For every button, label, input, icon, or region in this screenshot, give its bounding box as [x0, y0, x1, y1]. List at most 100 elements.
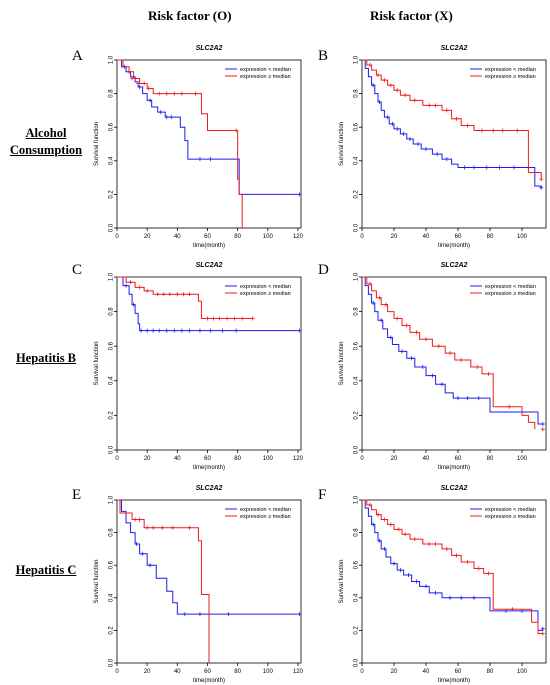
- row-header-line: Hepatitis B: [15, 351, 77, 365]
- y-tick-label: 0.4: [109, 156, 115, 165]
- x-tick-label: 60: [204, 456, 211, 462]
- x-axis-label: time(month): [438, 678, 470, 684]
- x-tick-label: 60: [204, 234, 211, 240]
- censor-mark-low: [390, 121, 395, 126]
- x-tick-label: 60: [204, 669, 211, 675]
- censor-mark-low: [148, 563, 153, 568]
- x-tick-label: 100: [517, 456, 528, 462]
- censor-mark-high: [164, 91, 169, 96]
- x-tick-label: 20: [391, 669, 398, 675]
- y-tick-label: 0.0: [354, 658, 360, 667]
- y-tick-label: 0.2: [354, 626, 360, 635]
- chart-title: SLC2A2: [196, 45, 223, 52]
- y-tick-label: 0.2: [109, 190, 115, 199]
- censor-mark-high: [480, 128, 484, 133]
- x-tick-label: 0: [360, 456, 364, 462]
- y-tick-label: 0.0: [354, 223, 360, 232]
- y-tick-label: 0.8: [109, 528, 115, 537]
- censor-mark-high: [175, 292, 180, 297]
- censor-mark-high: [388, 83, 393, 88]
- censor-mark-low: [459, 595, 464, 600]
- censor-mark-high: [170, 525, 175, 530]
- censor-mark-high: [414, 330, 419, 335]
- survival-curve-high: [117, 59, 243, 228]
- y-tick-label: 1.0: [354, 272, 360, 281]
- censor-mark-high: [403, 93, 408, 98]
- y-axis-label: Survival function: [94, 559, 100, 603]
- survival-curve-low: [362, 499, 544, 631]
- legend-label-low: expression < median: [485, 67, 536, 73]
- censor-mark-high: [133, 517, 138, 522]
- legend-box: [468, 281, 544, 298]
- y-tick-label: 0.8: [354, 89, 360, 98]
- censor-mark-high: [382, 78, 387, 83]
- censor-mark-low: [179, 328, 184, 333]
- legend-label-high: expression ≥ median: [240, 291, 291, 297]
- x-tick-label: 100: [263, 669, 274, 675]
- censor-mark-high: [368, 63, 372, 68]
- censor-mark-high: [540, 427, 545, 432]
- censor-mark-low: [440, 382, 444, 387]
- censor-mark-high: [465, 559, 470, 564]
- row-header-hepatitis-b: Hepatitis B: [0, 350, 92, 367]
- censor-mark-high: [459, 358, 464, 363]
- censor-mark-low: [131, 302, 136, 307]
- censor-mark-high: [136, 81, 141, 86]
- censor-mark-high: [211, 316, 216, 321]
- censor-mark-high: [128, 280, 133, 285]
- censor-mark-low: [408, 136, 412, 141]
- censor-mark-low: [444, 157, 449, 162]
- censor-mark-low: [512, 165, 516, 170]
- censor-mark-low: [377, 538, 382, 543]
- censor-mark-low: [169, 115, 174, 120]
- censor-mark-low: [416, 142, 420, 146]
- panel-letter-e: E: [72, 487, 82, 503]
- censor-mark-low: [409, 356, 414, 361]
- column-header-risk-factor-x: Risk factor (X): [370, 8, 453, 23]
- censor-mark-low: [424, 147, 428, 152]
- censor-mark-high: [376, 512, 380, 517]
- survival-curve-high: [362, 59, 542, 180]
- censor-mark-low: [148, 98, 153, 103]
- censor-mark-low: [140, 551, 145, 556]
- censor-mark-low: [497, 165, 502, 170]
- censor-mark-low: [226, 612, 231, 617]
- censor-mark-high: [444, 108, 449, 113]
- censor-mark-low: [371, 522, 376, 527]
- x-tick-label: 40: [423, 234, 430, 240]
- censor-mark-low: [124, 283, 129, 288]
- chart-title: SLC2A2: [441, 45, 468, 52]
- y-tick-label: 1.0: [109, 495, 115, 504]
- y-tick-label: 1.0: [109, 272, 115, 281]
- censor-mark-low: [297, 612, 302, 617]
- censor-mark-low: [182, 612, 187, 617]
- censor-mark-high: [384, 302, 388, 307]
- censor-mark-high: [250, 316, 255, 321]
- x-tick-label: 20: [144, 456, 151, 462]
- censor-mark-high: [205, 316, 210, 321]
- x-tick-label: 0: [360, 234, 364, 240]
- censor-mark-high: [500, 128, 505, 133]
- censor-mark-high: [396, 527, 401, 532]
- km-chart-panel-e: SLC2A2 0 20 40 60 80 100 120 0.0 0.2 0.4 0.6 0.8 1.0 t…: [94, 485, 304, 684]
- km-chart-panel-d: SLC2A2 0 20 40 60 80 100 0.0 0.2 0.4 0.6 0.8 1.0 time…: [339, 262, 547, 471]
- censor-mark-low: [540, 422, 545, 427]
- censor-mark-low: [400, 349, 404, 354]
- panel-letter-d: D: [318, 262, 329, 278]
- x-tick-label: 40: [423, 456, 430, 462]
- legend-box: [223, 64, 299, 81]
- x-tick-label: 80: [234, 669, 241, 675]
- censor-mark-low: [164, 115, 169, 120]
- censor-mark-low: [197, 157, 202, 162]
- legend-label-low: expression < median: [240, 67, 291, 73]
- censor-mark-low: [151, 328, 156, 333]
- chart-title: SLC2A2: [196, 262, 223, 269]
- censor-mark-low: [424, 584, 428, 589]
- censor-mark-high: [412, 537, 417, 542]
- censor-mark-high: [510, 607, 515, 612]
- y-tick-label: 0.2: [109, 626, 115, 635]
- censor-mark-low: [539, 185, 544, 190]
- km-chart-panel-b: SLC2A2 0 20 40 60 80 100 0.0 0.2 0.4 0.6 0.8 1.0 time…: [339, 45, 547, 249]
- x-axis-label: time(month): [193, 678, 225, 684]
- censor-mark-high: [240, 316, 245, 321]
